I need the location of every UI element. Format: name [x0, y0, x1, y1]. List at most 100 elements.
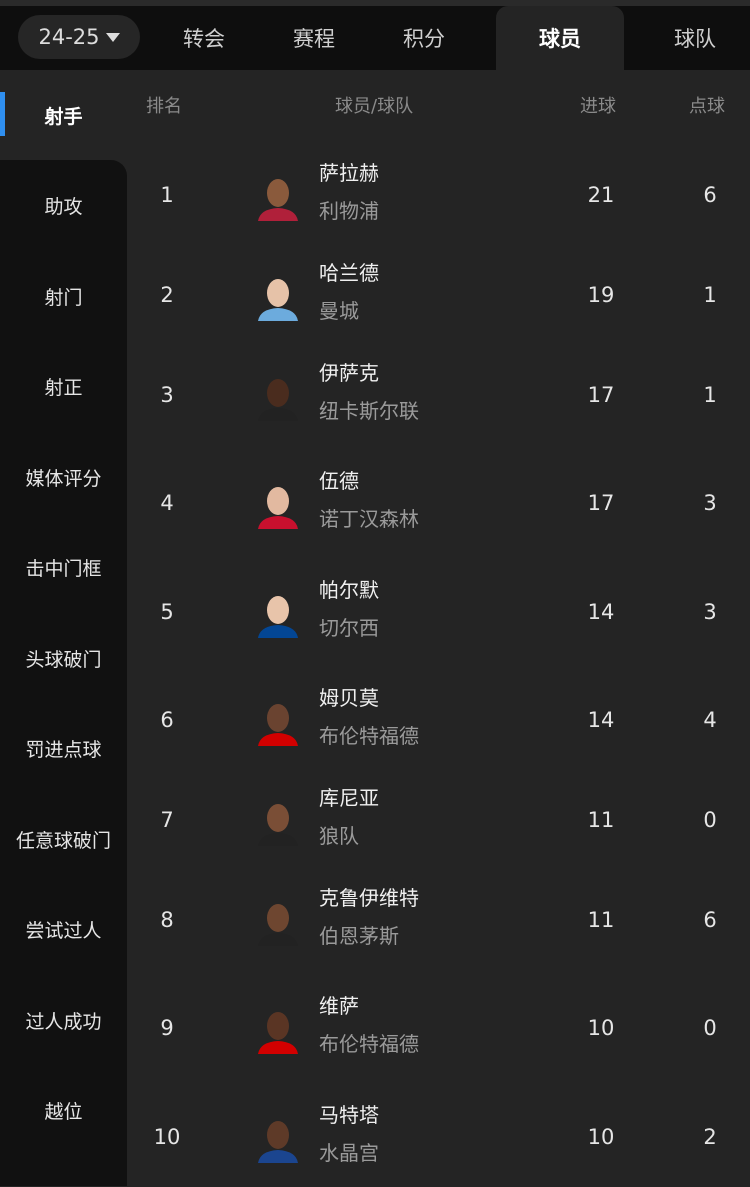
penalties: 2 [703, 1125, 717, 1149]
sidebar-item[interactable]: 射正 [44, 377, 83, 399]
avatar-face [267, 379, 289, 407]
player-avatar-icon [258, 379, 298, 421]
player-avatar-icon [258, 704, 298, 746]
player-name[interactable]: 维萨 [319, 994, 359, 1018]
caret-down-icon [105, 32, 120, 42]
goals: 17 [587, 491, 615, 515]
team-name[interactable]: 切尔西 [319, 616, 379, 640]
rank: 5 [160, 600, 174, 624]
table-row[interactable]: 3 伊萨克 纽卡斯尔联 17 1 [127, 345, 750, 445]
rank: 4 [160, 491, 174, 515]
season-selector[interactable]: 24-25 [18, 15, 140, 59]
table-row[interactable]: 5 帕尔默 切尔西 14 3 [127, 562, 750, 662]
sidebar-item[interactable]: 射手 [44, 105, 83, 128]
avatar-face [267, 179, 289, 207]
player-avatar-icon [258, 487, 298, 529]
goals: 11 [587, 808, 615, 832]
team-name[interactable]: 利物浦 [319, 199, 379, 223]
sidebar-item[interactable]: 击中门框 [25, 558, 102, 580]
avatar-kit [258, 833, 298, 846]
avatar-kit [258, 516, 298, 529]
tab-players[interactable]: 球员 [496, 6, 624, 70]
table-row[interactable]: 8 克鲁伊维特 伯恩茅斯 11 6 [127, 870, 750, 970]
avatar-kit [258, 733, 298, 746]
sidebar-item[interactable]: 任意球破门 [15, 829, 111, 852]
team-name[interactable]: 伯恩茅斯 [319, 924, 399, 948]
player-avatar-icon [258, 279, 298, 321]
goals: 10 [587, 1125, 615, 1149]
sidebar-item[interactable]: 过人成功 [25, 1010, 102, 1033]
header-rank: 排名 [146, 96, 182, 117]
table-row[interactable]: 2 哈兰德 曼城 19 1 [127, 245, 750, 345]
tab-standings[interactable]: 积分 [403, 27, 445, 51]
sidebar-item[interactable]: 助攻 [44, 196, 83, 218]
rank: 9 [160, 1016, 174, 1040]
top-nav: 24-25 转会 赛程 积分 球员 球队 [0, 6, 750, 70]
goals: 17 [587, 383, 615, 407]
table-row[interactable]: 1 萨拉赫 利物浦 21 6 [127, 145, 750, 245]
player-avatar-icon [258, 1121, 298, 1163]
sidebar-item[interactable]: 尝试过人 [25, 920, 102, 942]
avatar-kit [258, 308, 298, 321]
rank: 3 [160, 383, 174, 407]
avatar-face [267, 1012, 289, 1040]
tab-teams[interactable]: 球队 [674, 27, 716, 51]
header-pens: 点球 [689, 96, 725, 117]
penalties: 1 [703, 383, 717, 407]
goals: 11 [587, 908, 615, 932]
team-name[interactable]: 曼城 [319, 299, 359, 323]
avatar-face [267, 804, 289, 832]
player-name[interactable]: 马特塔 [319, 1103, 379, 1127]
team-name[interactable]: 水晶宫 [319, 1141, 379, 1165]
avatar-face [267, 487, 289, 515]
avatar-kit [258, 625, 298, 638]
goals: 14 [587, 600, 615, 624]
penalties: 3 [703, 491, 717, 515]
table-row[interactable]: 9 维萨 布伦特福德 10 0 [127, 978, 750, 1078]
table-row[interactable]: 10 马特塔 水晶宫 10 2 [127, 1087, 750, 1187]
player-name[interactable]: 克鲁伊维特 [319, 886, 419, 910]
player-name[interactable]: 库尼亚 [319, 786, 379, 810]
team-name[interactable]: 布伦特福德 [319, 1032, 419, 1056]
player-avatar-icon [258, 804, 298, 846]
rank: 6 [160, 708, 174, 732]
active-indicator [0, 92, 5, 136]
penalties: 1 [703, 283, 717, 307]
player-name[interactable]: 伊萨克 [319, 361, 379, 385]
avatar-kit [258, 1041, 298, 1054]
goals: 10 [587, 1016, 615, 1040]
tab-fixtures[interactable]: 赛程 [293, 27, 335, 51]
team-name[interactable]: 诺丁汉森林 [319, 507, 419, 531]
sidebar-item[interactable]: 头球破门 [25, 648, 102, 671]
team-name[interactable]: 狼队 [319, 824, 359, 848]
rank: 7 [160, 808, 174, 832]
table-row[interactable]: 4 伍德 诺丁汉森林 17 3 [127, 453, 750, 553]
player-name[interactable]: 伍德 [319, 469, 359, 493]
table-row[interactable]: 7 库尼亚 狼队 11 0 [127, 770, 750, 870]
penalties: 0 [703, 1016, 717, 1040]
player-avatar-icon [258, 1012, 298, 1054]
player-name[interactable]: 姆贝莫 [319, 686, 379, 710]
player-name[interactable]: 帕尔默 [319, 578, 379, 602]
rank: 8 [160, 908, 174, 932]
avatar-kit [258, 933, 298, 946]
season-label: 24-25 [38, 25, 100, 49]
team-name[interactable]: 纽卡斯尔联 [319, 399, 419, 423]
tab-transfers[interactable]: 转会 [183, 27, 225, 51]
avatar-face [267, 1121, 289, 1149]
stat-sidebar [0, 160, 127, 1186]
sidebar-item[interactable]: 射门 [44, 286, 83, 309]
sidebar-item[interactable]: 越位 [44, 1101, 83, 1123]
avatar-kit [258, 408, 298, 421]
player-name[interactable]: 萨拉赫 [319, 161, 379, 185]
team-name[interactable]: 布伦特福德 [319, 724, 419, 748]
table-row[interactable]: 6 姆贝莫 布伦特福德 14 4 [127, 670, 750, 770]
goals: 21 [587, 183, 615, 207]
sidebar-item[interactable]: 罚进点球 [25, 739, 102, 761]
player-name[interactable]: 哈兰德 [319, 261, 379, 285]
penalties: 3 [703, 600, 717, 624]
sidebar-item[interactable]: 媒体评分 [25, 467, 102, 490]
penalties: 6 [703, 183, 717, 207]
rank: 10 [153, 1125, 181, 1149]
penalties: 4 [703, 708, 717, 732]
